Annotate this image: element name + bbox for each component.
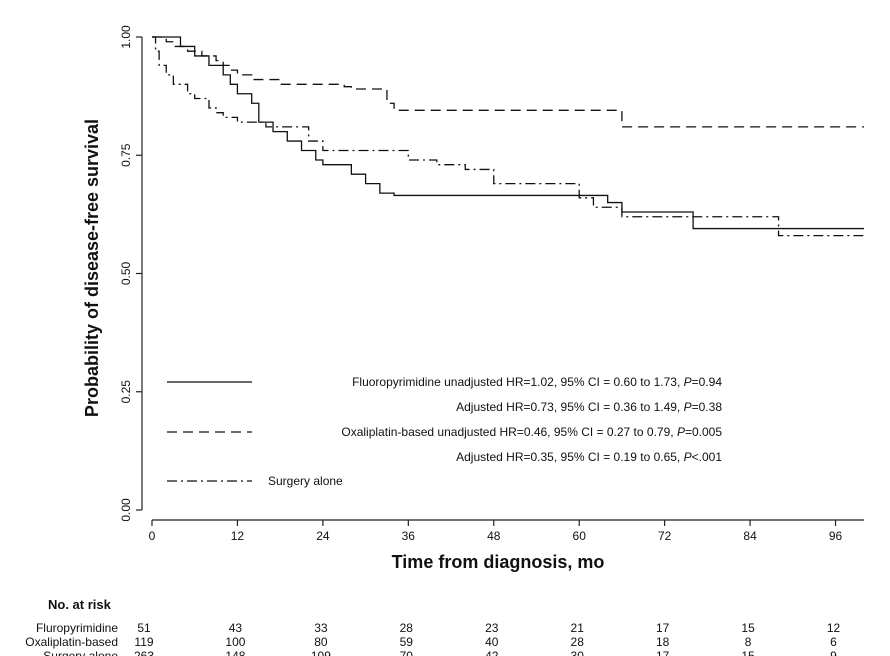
legend: Fluoropyrimidine unadjusted HR=1.02, 95%… xyxy=(167,375,722,488)
risk-count: 17 xyxy=(656,649,670,656)
risk-count: 17 xyxy=(656,621,670,635)
risk-count: 51 xyxy=(137,621,151,635)
risk-count: 9 xyxy=(830,649,837,656)
risk-count: 28 xyxy=(571,635,585,649)
legend-entry: Surgery alone xyxy=(268,474,343,488)
risk-count: 18 xyxy=(656,635,670,649)
x-tick-label: 24 xyxy=(316,529,330,543)
risk-table: No. at risk Fluropyrimidine 51 43 33 28 23 21 17… xyxy=(25,597,840,656)
risk-count: 23 xyxy=(485,621,499,635)
risk-count: 70 xyxy=(400,649,414,656)
y-tick-label: 0.50 xyxy=(119,261,133,285)
x-tick-label: 60 xyxy=(573,529,587,543)
risk-count: 148 xyxy=(225,649,245,656)
risk-row-label: Oxaliplatin-based xyxy=(25,635,118,649)
risk-row-label: Fluropyrimidine xyxy=(36,621,118,635)
risk-count: 12 xyxy=(827,621,841,635)
y-axis-title: Probability of disease-free survival xyxy=(82,119,102,417)
x-tick-label: 12 xyxy=(231,529,245,543)
curve-surgery-alone xyxy=(152,36,864,237)
risk-count: 15 xyxy=(741,621,755,635)
risk-row-label: Surgery alone xyxy=(43,649,118,656)
x-tick-label: 72 xyxy=(658,529,672,543)
risk-count: 40 xyxy=(485,635,499,649)
risk-count: 15 xyxy=(741,649,755,656)
risk-count: 33 xyxy=(314,621,328,635)
y-tick-label: 1.00 xyxy=(119,25,133,49)
x-tick-label: 84 xyxy=(743,529,757,543)
x-tick-label: 96 xyxy=(829,529,843,543)
risk-count: 28 xyxy=(400,621,414,635)
risk-count: 119 xyxy=(134,635,153,649)
risk-count: 43 xyxy=(229,621,243,635)
legend-entry: Fluoropyrimidine unadjusted HR=1.02, 95%… xyxy=(352,375,722,389)
x-tick-label: 0 xyxy=(149,529,156,543)
risk-count: 80 xyxy=(314,635,328,649)
risk-count: 263 xyxy=(134,649,154,656)
curve-oxaliplatin-based xyxy=(152,36,864,128)
legend-entry: Adjusted HR=0.73, 95% CI = 0.36 to 1.49,… xyxy=(456,400,722,414)
risk-table-title: No. at risk xyxy=(48,597,112,612)
y-tick-label: 0.00 xyxy=(119,498,133,522)
curve-fluoropyrimidine xyxy=(152,36,864,230)
legend-entry: Oxaliplatin-based unadjusted HR=0.46, 95… xyxy=(341,425,722,439)
risk-count: 8 xyxy=(745,635,752,649)
x-axis-title: Time from diagnosis, mo xyxy=(392,552,605,572)
x-tick-label: 48 xyxy=(487,529,501,543)
axes: 0 12 24 36 48 60 72 84 96 0.00 0.25 0.50 0.75 1.00 Tim… xyxy=(82,25,864,572)
risk-count: 6 xyxy=(830,635,837,649)
risk-count: 21 xyxy=(571,621,585,635)
y-tick-label: 0.25 xyxy=(119,380,133,404)
risk-count: 42 xyxy=(485,649,499,656)
legend-entry: Adjusted HR=0.35, 95% CI = 0.19 to 0.65,… xyxy=(456,450,722,464)
risk-count: 30 xyxy=(571,649,585,656)
x-tick-label: 36 xyxy=(402,529,416,543)
risk-count: 59 xyxy=(400,635,414,649)
risk-count: 100 xyxy=(225,635,245,649)
survival-curves xyxy=(152,36,864,237)
risk-count: 109 xyxy=(311,649,331,656)
y-tick-label: 0.75 xyxy=(119,143,133,167)
